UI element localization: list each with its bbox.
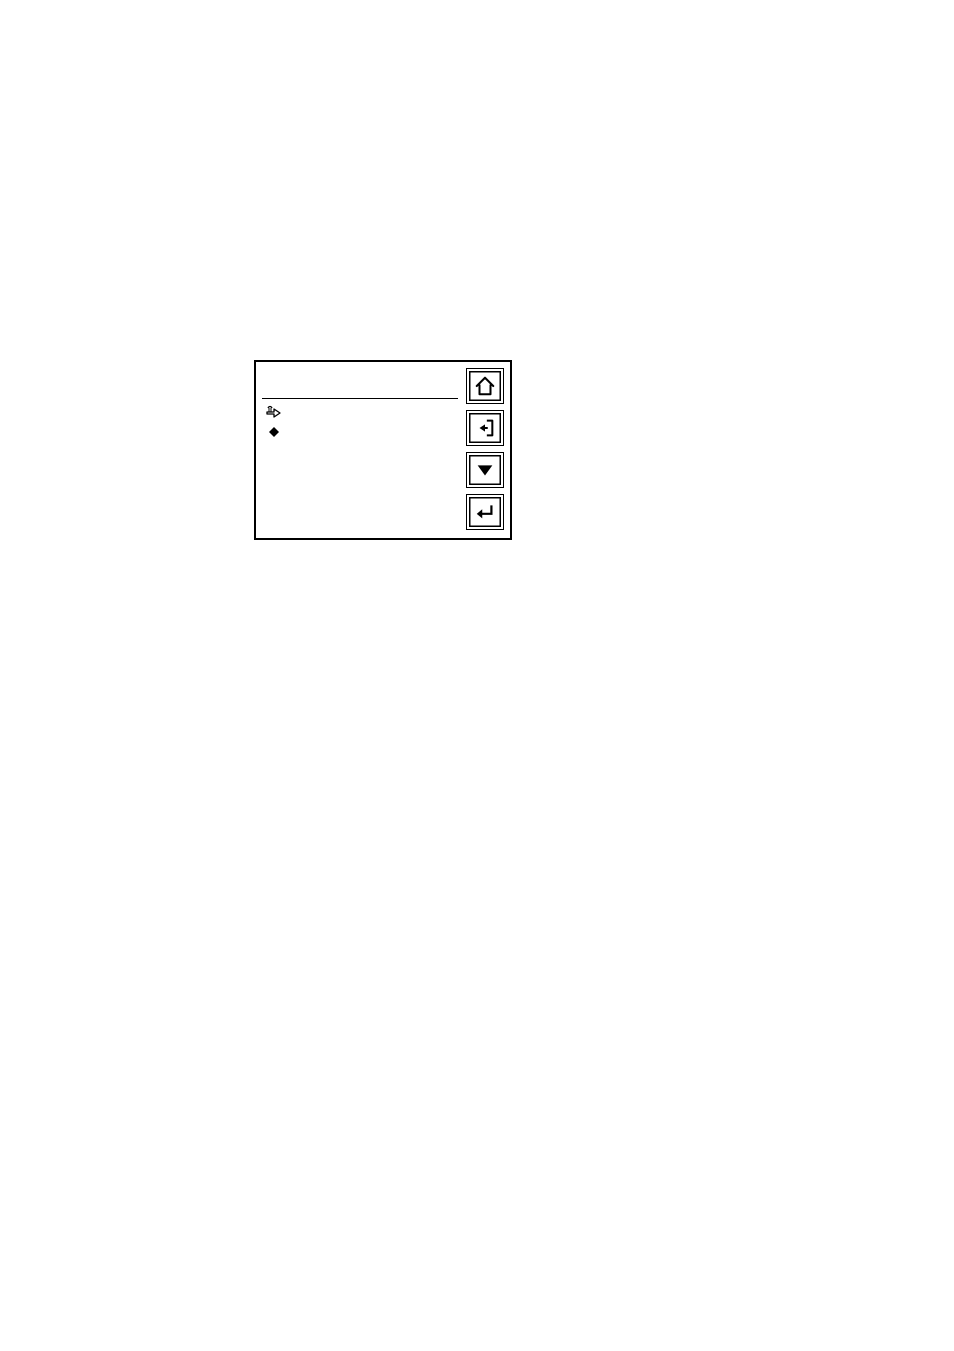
down-button[interactable] (466, 452, 504, 488)
enter-icon (474, 501, 496, 523)
list-item[interactable] (266, 404, 458, 420)
back-button[interactable] (466, 410, 504, 446)
button-column (464, 362, 510, 538)
home-icon (474, 375, 496, 397)
list-item[interactable] (266, 424, 458, 440)
pointer-hand-icon (266, 404, 282, 420)
diamond-icon (266, 424, 282, 440)
title-underline (262, 398, 458, 399)
screen-area (256, 362, 464, 538)
back-icon (474, 417, 496, 439)
home-button[interactable] (466, 368, 504, 404)
device-frame (254, 360, 512, 540)
enter-button[interactable] (466, 494, 504, 530)
down-triangle-icon (474, 459, 496, 481)
